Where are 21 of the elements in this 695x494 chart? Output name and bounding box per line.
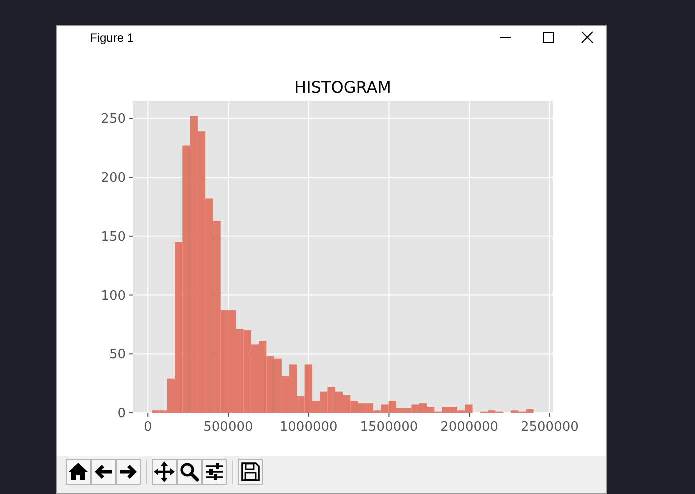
x-tick-label: 1500000 [360, 420, 418, 435]
y-tick-label: 150 [101, 230, 126, 245]
y-tick-label: 250 [101, 112, 126, 128]
x-tick-label: 500000 [204, 420, 254, 435]
home-button[interactable] [66, 459, 91, 485]
pan-button[interactable] [152, 459, 177, 485]
back-button[interactable] [91, 459, 116, 485]
x-tick-label: 1000000 [280, 420, 338, 435]
zoom-button[interactable] [177, 459, 202, 485]
x-tick-label: 0 [144, 420, 152, 435]
x-tick-label: 2000000 [440, 420, 499, 435]
y-tick-label: 100 [101, 288, 126, 304]
configure-button[interactable] [202, 459, 227, 485]
y-tick-label: 0 [118, 406, 126, 422]
save-button[interactable] [238, 459, 263, 485]
y-tick-label: 50 [109, 348, 126, 363]
caption: Figure 1 [90, 31, 134, 45]
chart-title: HISTOGRAM [294, 78, 392, 97]
x-tick-label: 2500000 [520, 420, 579, 435]
forward-button[interactable] [116, 459, 141, 485]
y-tick-label: 200 [101, 171, 126, 186]
